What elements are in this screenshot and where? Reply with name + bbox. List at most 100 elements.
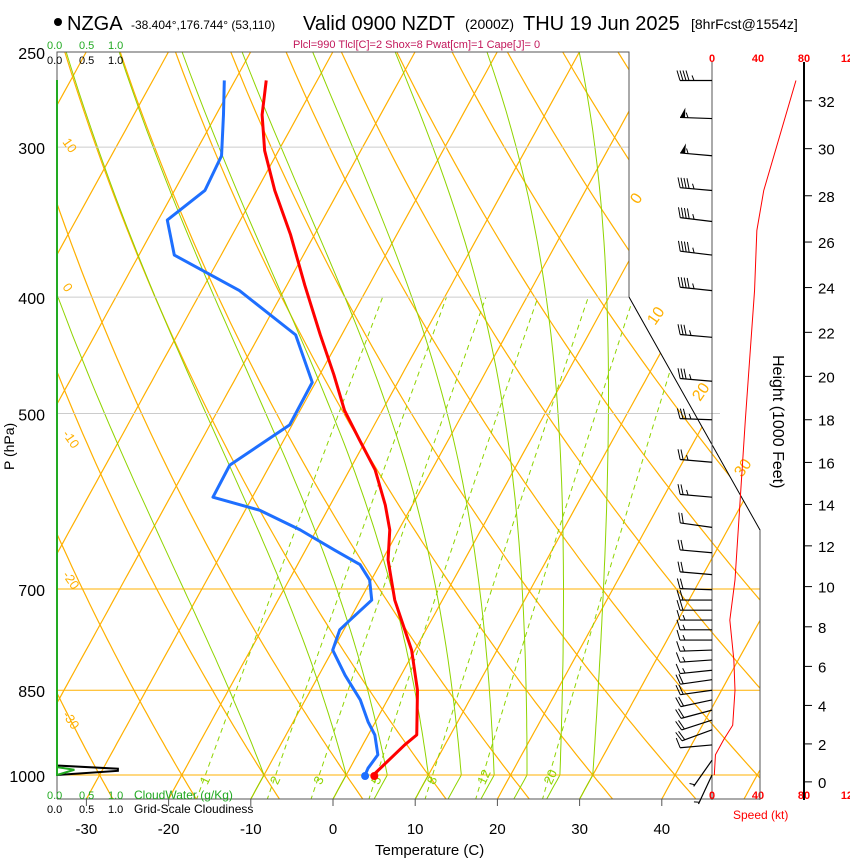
barb-half <box>692 213 695 220</box>
barb-staff <box>680 549 713 554</box>
cloudwater-tick-top-0: 0.0 <box>47 40 62 52</box>
barb-staff <box>680 493 713 498</box>
mixing-ratio-line <box>368 297 539 799</box>
dry-adiabat-line <box>440 52 760 799</box>
barb-staff <box>680 699 713 708</box>
speed-tick-label: 80 <box>798 53 810 65</box>
pressure-tick-label: 850 <box>18 684 45 701</box>
sounding-indices: Plcl=990 Tlcl[C]=2 Shox=8 Pwat[cm]=1 Cap… <box>293 39 540 51</box>
barb-full <box>680 277 684 288</box>
barb-full <box>678 696 685 707</box>
pressure-tick-label: 700 <box>18 583 45 600</box>
wind-barb <box>675 674 713 685</box>
barb-full <box>677 561 681 572</box>
barb-staff <box>680 744 713 749</box>
barb-full <box>675 674 681 685</box>
surface-dewpoint-dot <box>361 772 370 780</box>
barb-half <box>682 645 686 652</box>
dry-adiabat-label: 0 <box>60 280 76 295</box>
cloudwater-tick-bottom-0: 0.0 <box>47 790 62 802</box>
barb-full <box>676 408 681 419</box>
height-tick-label: 14 <box>818 497 835 514</box>
barb-full <box>683 324 687 336</box>
barb-full <box>680 324 684 335</box>
dry-adiabat-line <box>112 52 531 799</box>
moist-adiabat-line <box>385 52 528 799</box>
barb-full <box>682 70 687 81</box>
temperature-tick-label: 10 <box>407 821 424 838</box>
barb-full <box>680 561 684 573</box>
valid-time: Valid 0900 NZDT <box>303 13 455 35</box>
height-tick-label: 32 <box>818 94 835 111</box>
dry-adiabat-line <box>221 52 698 799</box>
wind-barb <box>689 759 713 787</box>
barb-full <box>686 178 690 189</box>
barb-pennant <box>680 143 686 154</box>
barb-full <box>685 70 690 81</box>
wind-barb <box>677 449 713 463</box>
barb-full <box>680 539 684 551</box>
barb-staff <box>680 522 713 528</box>
wind-barb <box>675 663 713 675</box>
barb-half <box>692 247 695 254</box>
temperature-tick-label: -20 <box>158 821 180 838</box>
barb-full <box>680 207 684 219</box>
height-tick-label: 6 <box>818 659 826 676</box>
cloud-water-line <box>56 761 75 776</box>
barb-full <box>683 207 687 219</box>
pressure-lines <box>57 51 760 776</box>
temperature-tick-label: -30 <box>76 821 98 838</box>
dewpoint-line <box>165 80 380 776</box>
pressure-tick-label: 500 <box>18 408 45 425</box>
moist-adiabat-line <box>574 52 609 799</box>
dry-adiabat-label: -10 <box>60 427 83 451</box>
wind-barb <box>676 641 713 652</box>
dry-adiabat-line <box>276 52 760 799</box>
data-boundary-line <box>628 296 761 799</box>
height-tick-label: 4 <box>818 698 826 715</box>
wind-barb <box>678 512 713 528</box>
temperature-line <box>260 80 419 777</box>
moist-adiabat-line <box>173 52 429 799</box>
barb-staff <box>679 418 713 421</box>
barb-staff <box>680 250 713 256</box>
barb-full <box>682 408 687 419</box>
mixing-ratio-label: 2 <box>267 774 284 787</box>
wind-barb <box>675 708 713 719</box>
barb-half <box>682 624 686 631</box>
wind-barb <box>677 240 713 256</box>
height-tick-label: 28 <box>818 189 835 206</box>
barb-staff <box>680 187 713 192</box>
dry-adiabat-line <box>57 52 365 799</box>
pressure-tick-label: 1000 <box>9 769 45 786</box>
barb-staff <box>680 689 713 696</box>
barb-staff <box>680 217 713 223</box>
barb-full <box>675 663 681 674</box>
dry-adiabat-line <box>57 52 448 799</box>
barb-full <box>678 674 684 684</box>
barb-staff <box>679 649 713 652</box>
barb-full <box>676 70 681 81</box>
isotherm-label: 20 <box>689 380 713 404</box>
isotherm-line <box>496 52 760 799</box>
dry-adiabat-line <box>57 52 115 799</box>
barb-full <box>676 578 681 589</box>
barb-half <box>689 330 692 336</box>
mixing-ratio-line <box>310 297 487 799</box>
wind-barb <box>676 70 712 82</box>
barb-full <box>686 208 690 219</box>
height-tick-label: 16 <box>818 455 835 472</box>
forecast-info: [8hrFcst@1554z] <box>691 16 798 32</box>
wind-barb <box>675 729 713 742</box>
isotherm-line <box>660 52 760 799</box>
pressure-tick-label: 300 <box>18 141 45 158</box>
dry-adiabat-line <box>57 52 281 799</box>
wind-barb <box>675 652 713 663</box>
mixing-ratio-label: 12 <box>474 767 494 786</box>
barb-staff <box>680 659 713 663</box>
height-tick-label: 12 <box>818 539 835 556</box>
profiles <box>56 80 797 780</box>
dry-adiabat-line <box>167 52 615 799</box>
height-tick-label: 26 <box>818 235 835 252</box>
